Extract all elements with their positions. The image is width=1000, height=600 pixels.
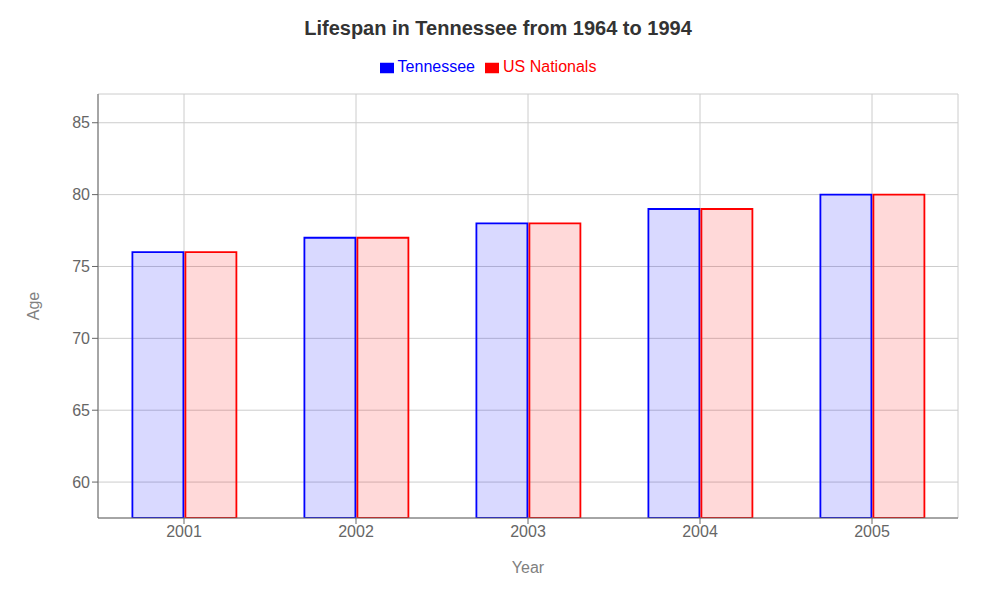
svg-text:2004: 2004 bbox=[682, 523, 718, 540]
svg-text:75: 75 bbox=[72, 258, 90, 275]
svg-text:Age: Age bbox=[25, 292, 42, 321]
svg-text:80: 80 bbox=[72, 186, 90, 203]
svg-text:2001: 2001 bbox=[166, 523, 202, 540]
svg-text:2005: 2005 bbox=[854, 523, 890, 540]
html-text:US Nationals: US Nationals bbox=[503, 58, 597, 75]
svg-text:65: 65 bbox=[72, 402, 90, 419]
svg-text:Year: Year bbox=[512, 559, 545, 576]
svg-text:60: 60 bbox=[72, 474, 90, 491]
svg-text:2003: 2003 bbox=[510, 523, 546, 540]
svg-text:2002: 2002 bbox=[338, 523, 374, 540]
html-text:Tennessee: Tennessee bbox=[397, 58, 475, 75]
svg-text:85: 85 bbox=[72, 114, 90, 131]
html-text:Lifespan in Tennessee from 196: Lifespan in Tennessee from 1964 to 1994 bbox=[304, 17, 692, 39]
svg-text:70: 70 bbox=[72, 330, 90, 347]
